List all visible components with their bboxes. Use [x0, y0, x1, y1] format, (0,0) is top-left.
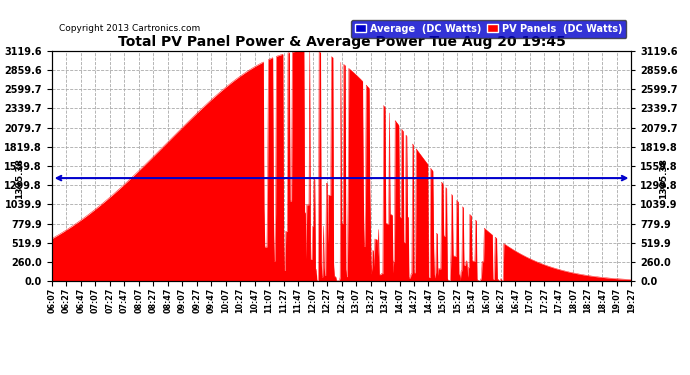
Legend: Average  (DC Watts), PV Panels  (DC Watts): Average (DC Watts), PV Panels (DC Watts) — [351, 20, 627, 38]
Title: Total PV Panel Power & Average Power Tue Aug 20 19:45: Total PV Panel Power & Average Power Tue… — [117, 36, 566, 50]
Text: Copyright 2013 Cartronics.com: Copyright 2013 Cartronics.com — [59, 24, 200, 33]
Text: 1395.38: 1395.38 — [15, 158, 24, 199]
Text: 1395.38: 1395.38 — [659, 158, 668, 199]
